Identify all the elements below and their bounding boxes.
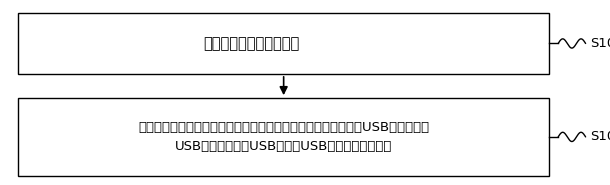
Text: 当头戴显示设备状态满足预设条件时，控制芯片输出选择信号至USB切换芯片，
USB切换芯片控制USB接口或USB设备处于工作模式: 当头戴显示设备状态满足预设条件时，控制芯片输出选择信号至USB切换芯片， USB… bbox=[138, 121, 429, 153]
FancyBboxPatch shape bbox=[18, 98, 549, 176]
FancyBboxPatch shape bbox=[18, 13, 549, 74]
Text: 检测头戴显示设备的状态: 检测头戴显示设备的状态 bbox=[204, 36, 300, 51]
Text: S101: S101 bbox=[590, 37, 610, 50]
Text: S102: S102 bbox=[590, 130, 610, 143]
